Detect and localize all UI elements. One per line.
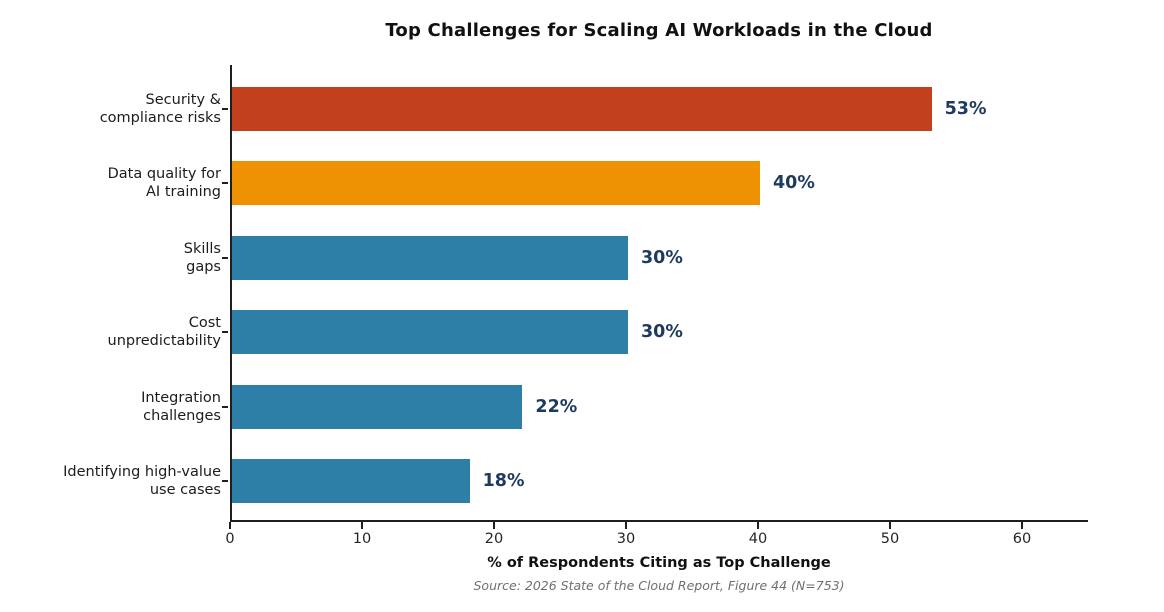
category-label-line: unpredictability xyxy=(107,333,221,350)
chart-title: Top Challenges for Scaling AI Workloads … xyxy=(385,20,933,41)
x-tick-label: 60 xyxy=(1012,531,1032,547)
x-tick-label: 20 xyxy=(484,531,504,547)
category-label-line: Data quality for xyxy=(107,166,221,183)
x-tick-mark xyxy=(1021,522,1023,529)
bar-value-label: 53% xyxy=(944,99,987,119)
x-tick-label: 10 xyxy=(352,531,372,547)
category-label: Data quality for AI training xyxy=(0,165,221,201)
x-tick-label: 40 xyxy=(748,531,768,547)
category-label-line: Security & xyxy=(145,92,221,108)
bar xyxy=(232,310,628,355)
x-tick-mark xyxy=(625,522,627,529)
bar xyxy=(232,459,470,503)
category-label-line: Cost xyxy=(188,315,221,332)
category-label-line: use cases xyxy=(149,482,221,498)
bar xyxy=(232,235,628,280)
category-label-line: Skills xyxy=(183,240,221,257)
category-label: Identifying high-value use cases xyxy=(0,463,221,499)
bar-value-label: 30% xyxy=(641,322,683,343)
bar xyxy=(232,87,932,131)
category-label: Cost unpredictability xyxy=(0,314,221,350)
bar-value-label: 22% xyxy=(535,396,578,417)
bar xyxy=(232,161,760,206)
category-label-line: Identifying high-value xyxy=(63,464,221,480)
x-tick-mark xyxy=(757,522,759,529)
x-axis-label: % of Respondents Citing as Top Challenge xyxy=(487,555,831,571)
x-tick-label: 0 xyxy=(225,531,235,547)
category-label-line: Integration xyxy=(141,389,221,406)
plot-area: 53% 40% 30% 30% 22% 18% xyxy=(230,65,1088,522)
category-label-line: AI training xyxy=(146,184,221,201)
bar-value-label: 40% xyxy=(773,173,815,194)
category-label-line: gaps xyxy=(186,258,221,275)
bar-value-label: 30% xyxy=(641,247,683,268)
x-tick-label: 50 xyxy=(880,531,900,547)
category-label: Security & compliance risks xyxy=(0,91,221,127)
bar xyxy=(232,384,523,429)
category-label-line: challenges xyxy=(143,407,221,424)
source-note: Source: 2026 State of the Cloud Report, … xyxy=(473,578,845,593)
y-tick-mark xyxy=(222,182,228,185)
category-label: Integration challenges xyxy=(0,389,221,425)
y-tick-mark xyxy=(222,331,228,334)
x-tick-mark xyxy=(229,522,231,529)
x-tick-mark xyxy=(361,522,363,529)
y-tick-mark xyxy=(222,480,228,482)
bar-value-label: 18% xyxy=(482,471,525,491)
x-tick-label: 30 xyxy=(616,531,636,547)
y-tick-mark xyxy=(222,405,228,408)
y-tick-mark xyxy=(222,108,228,110)
category-label: Skills gaps xyxy=(0,240,221,276)
y-tick-mark xyxy=(222,256,228,259)
x-tick-mark xyxy=(889,522,891,529)
category-label-line: compliance risks xyxy=(99,110,221,126)
x-tick-mark xyxy=(493,522,495,529)
